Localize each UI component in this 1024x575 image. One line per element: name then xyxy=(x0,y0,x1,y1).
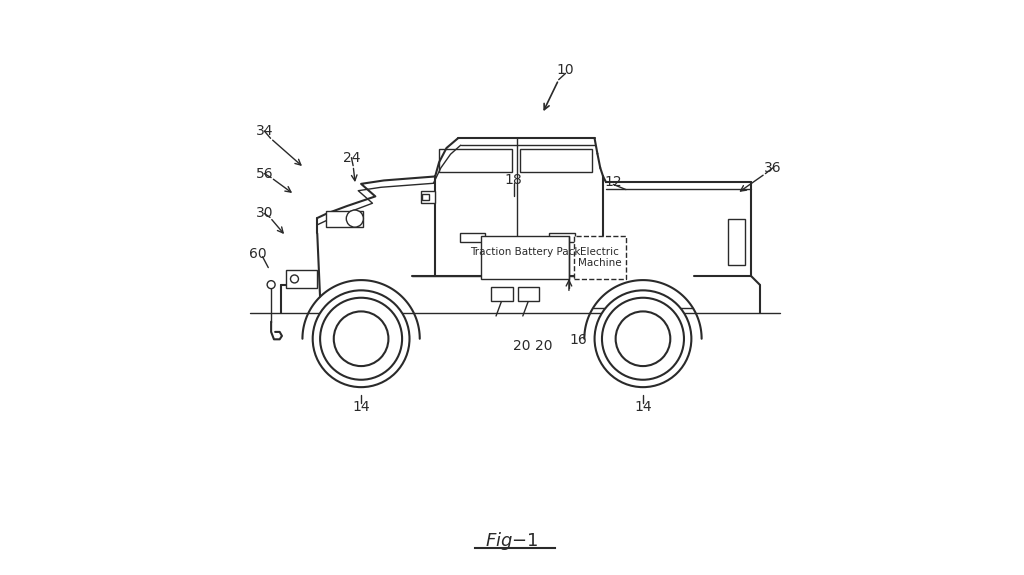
Text: Electric
Machine: Electric Machine xyxy=(578,247,622,269)
Bar xyxy=(421,191,435,203)
Bar xyxy=(326,210,362,227)
Text: 30: 30 xyxy=(256,206,273,220)
Text: 20: 20 xyxy=(536,339,553,353)
Text: 14: 14 xyxy=(634,400,652,414)
Text: 20: 20 xyxy=(513,339,531,353)
Circle shape xyxy=(334,312,388,366)
Text: 24: 24 xyxy=(343,151,360,164)
Text: 56: 56 xyxy=(255,167,273,181)
Text: Traction Battery Pack: Traction Battery Pack xyxy=(470,247,580,257)
Text: 36: 36 xyxy=(764,161,781,175)
Text: 16: 16 xyxy=(569,333,588,347)
Bar xyxy=(422,194,429,200)
Bar xyxy=(549,233,574,242)
Bar xyxy=(518,287,540,301)
Text: 34: 34 xyxy=(256,124,273,138)
Bar xyxy=(728,219,745,264)
Circle shape xyxy=(346,210,364,227)
Bar xyxy=(439,148,512,172)
Bar xyxy=(520,148,592,172)
Text: 10: 10 xyxy=(557,63,574,77)
Text: 60: 60 xyxy=(249,247,267,262)
Text: 12: 12 xyxy=(604,175,623,189)
Bar xyxy=(286,270,317,288)
Bar xyxy=(460,233,485,242)
Circle shape xyxy=(615,312,671,366)
Circle shape xyxy=(267,281,275,289)
Bar xyxy=(490,287,513,301)
Circle shape xyxy=(602,298,684,380)
Text: 18: 18 xyxy=(505,174,522,187)
Circle shape xyxy=(291,275,298,283)
Circle shape xyxy=(321,298,402,380)
Circle shape xyxy=(595,290,691,387)
Text: 14: 14 xyxy=(352,400,370,414)
Circle shape xyxy=(312,290,410,387)
Text: $\mathit{Fig}$$\mathit{-1}$: $\mathit{Fig}$$\mathit{-1}$ xyxy=(485,530,539,552)
Bar xyxy=(480,236,569,279)
Bar xyxy=(573,236,626,279)
